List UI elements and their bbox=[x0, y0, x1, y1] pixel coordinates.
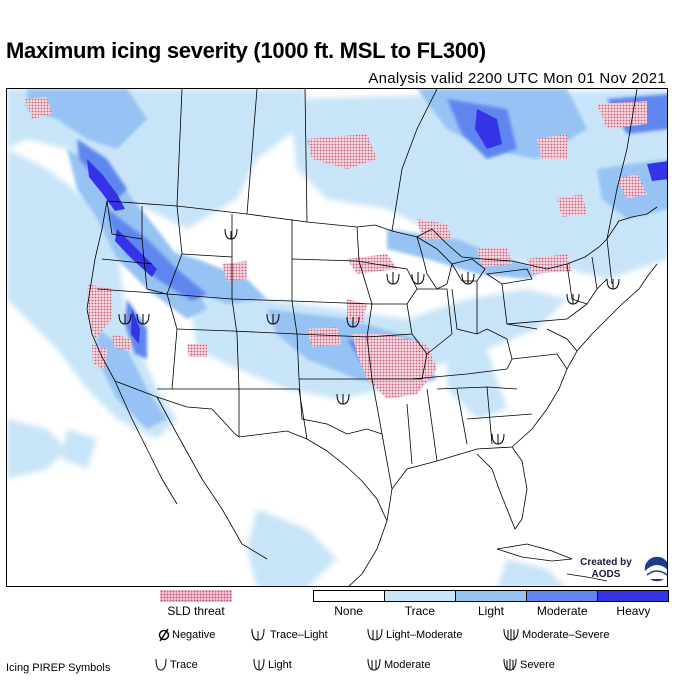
scale-label-heavy: Heavy bbox=[616, 604, 651, 618]
scale-label-none: None bbox=[334, 604, 363, 618]
pirep-trace-label: Trace bbox=[170, 659, 198, 671]
pirep-severe-label: Severe bbox=[520, 659, 555, 671]
pirep-moderate-severe: Moderate–Severe bbox=[502, 628, 609, 642]
map-canvas bbox=[7, 89, 667, 586]
pirep-light-label: Light bbox=[268, 659, 292, 671]
pirep-negative-label: Negative bbox=[172, 629, 216, 641]
pirep-moderate-label: Moderate bbox=[384, 659, 431, 671]
scale-heavy bbox=[597, 591, 668, 601]
icing-map: Created by AODS bbox=[6, 88, 668, 587]
pirep-severe: Severe bbox=[502, 658, 555, 672]
sld-threat-legend: SLD threat bbox=[160, 590, 232, 618]
political-boundaries bbox=[86, 89, 658, 586]
pirep-moderate: Moderate bbox=[366, 658, 430, 672]
negative-icon bbox=[158, 628, 170, 642]
analysis-valid-time: Analysis valid 2200 UTC Mon 01 Nov 2021 bbox=[368, 70, 666, 87]
sld-threat-swatch bbox=[160, 590, 232, 602]
trace-light-icon bbox=[251, 628, 265, 641]
moderate-severe-icon bbox=[503, 628, 519, 641]
scale-none bbox=[314, 591, 384, 601]
scale-label-moderate: Moderate bbox=[536, 604, 588, 618]
moderate-icon bbox=[367, 658, 381, 671]
pirep-light-moderate: Light–Moderate bbox=[366, 628, 462, 642]
pirep-light: Light bbox=[252, 658, 292, 672]
scale-moderate bbox=[526, 591, 597, 601]
scale-light bbox=[455, 591, 526, 601]
trace-icon bbox=[155, 658, 167, 671]
pirep-negative: Negative bbox=[158, 628, 215, 642]
sld-threat-regions bbox=[25, 97, 647, 399]
pirep-markers bbox=[118, 228, 620, 445]
pirep-light-moderate-label: Light–Moderate bbox=[386, 629, 463, 641]
scale-label-light: Light bbox=[477, 604, 505, 618]
noaa-logo bbox=[643, 555, 667, 583]
map-title: Maximum icing severity (1000 ft. MSL to … bbox=[6, 38, 486, 63]
light-moderate-icon bbox=[367, 628, 383, 641]
scale-label-trace: Trace bbox=[404, 604, 435, 618]
severity-scale-labels: None Trace Light Moderate Heavy bbox=[313, 604, 669, 618]
scale-trace bbox=[384, 591, 455, 601]
pirep-legend-title: Icing PIREP Symbols bbox=[6, 662, 111, 674]
light-icon bbox=[253, 658, 265, 671]
heavy-icing-regions bbox=[87, 109, 667, 344]
severe-icon bbox=[503, 658, 517, 671]
created-by-credit: Created by AODS bbox=[580, 557, 632, 580]
pirep-trace: Trace bbox=[154, 658, 198, 672]
pirep-moderate-severe-label: Moderate–Severe bbox=[522, 629, 610, 641]
pirep-trace-light: Trace–Light bbox=[250, 628, 328, 642]
pirep-trace-light-label: Trace–Light bbox=[270, 629, 328, 641]
sld-threat-label: SLD threat bbox=[167, 604, 225, 618]
severity-color-scale bbox=[313, 590, 669, 602]
